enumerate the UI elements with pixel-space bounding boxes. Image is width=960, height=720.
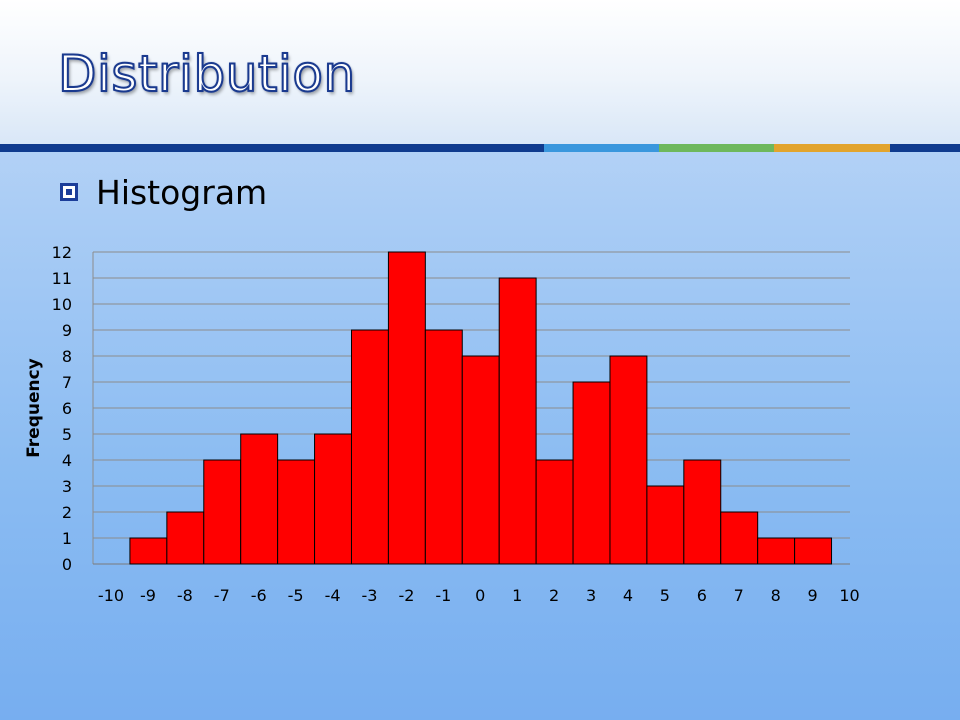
title-band [0, 0, 960, 144]
bar-1 [166, 511, 205, 565]
bar-8 [424, 329, 463, 565]
bar-3 [240, 433, 279, 565]
bar-15 [683, 459, 722, 565]
bar-2 [203, 459, 242, 565]
x-tick-label: 10 [839, 586, 859, 605]
x-tick-label: 0 [475, 586, 485, 605]
x-tick-label: -4 [325, 586, 341, 605]
bar-14 [646, 485, 685, 565]
y-tick-label: 3 [62, 477, 72, 496]
x-tick-label: -3 [362, 586, 378, 605]
y-tick-label: 12 [52, 243, 72, 262]
y-axis-label: Frequency [24, 358, 44, 458]
bullet-text: Histogram [96, 172, 268, 212]
accent-segment-5 [890, 144, 960, 152]
x-tick-label: 5 [660, 586, 670, 605]
bar-0 [129, 537, 168, 565]
x-tick-label: -2 [398, 586, 414, 605]
bar-13 [609, 355, 648, 565]
accent-bar [0, 144, 960, 152]
bullet-item: Histogram [60, 172, 268, 212]
x-tick-label: -6 [251, 586, 267, 605]
bar-12 [572, 381, 611, 565]
bar-5 [314, 433, 352, 565]
bar-10 [498, 277, 537, 565]
x-tick-label: 7 [734, 586, 744, 605]
bar-11 [535, 459, 574, 565]
x-tick-label: 6 [697, 586, 707, 605]
x-tick-label: 2 [549, 586, 559, 605]
y-tick-label: 5 [62, 425, 72, 444]
y-tick-label: 0 [62, 555, 72, 574]
accent-segment-4 [774, 144, 890, 152]
y-tick-label: 8 [62, 347, 72, 366]
bar-6 [350, 329, 389, 565]
y-tick-label: 7 [62, 373, 72, 392]
bar-4 [277, 459, 316, 565]
accent-segment-2 [544, 144, 659, 152]
y-tick-label: 2 [62, 503, 72, 522]
square-bullet-icon [60, 183, 78, 201]
x-tick-label: -10 [98, 586, 124, 605]
bar-18 [794, 537, 833, 565]
y-tick-label: 11 [52, 269, 72, 288]
y-tick-label: 4 [62, 451, 72, 470]
x-tick-label: 3 [586, 586, 596, 605]
x-tick-label: -1 [435, 586, 451, 605]
bar-16 [720, 511, 759, 565]
y-tick-label: 1 [62, 529, 72, 548]
y-tick-label: 6 [62, 399, 72, 418]
y-tick-label: 10 [52, 295, 72, 314]
x-tick-label: 1 [512, 586, 522, 605]
bar-9 [461, 355, 500, 565]
bar-17 [757, 537, 796, 565]
x-tick-label: -7 [214, 586, 230, 605]
accent-segment-1 [0, 144, 544, 152]
bar-7 [387, 251, 426, 565]
x-tick-label: -9 [140, 586, 156, 605]
x-tick-label: 9 [808, 586, 818, 605]
y-tick-label: 9 [62, 321, 72, 340]
x-tick-label: -5 [288, 586, 304, 605]
slide-title: Distribution [57, 44, 356, 104]
x-tick-label: 4 [623, 586, 633, 605]
x-tick-label: -8 [177, 586, 193, 605]
x-tick-label: 8 [771, 586, 781, 605]
accent-segment-3 [659, 144, 774, 152]
